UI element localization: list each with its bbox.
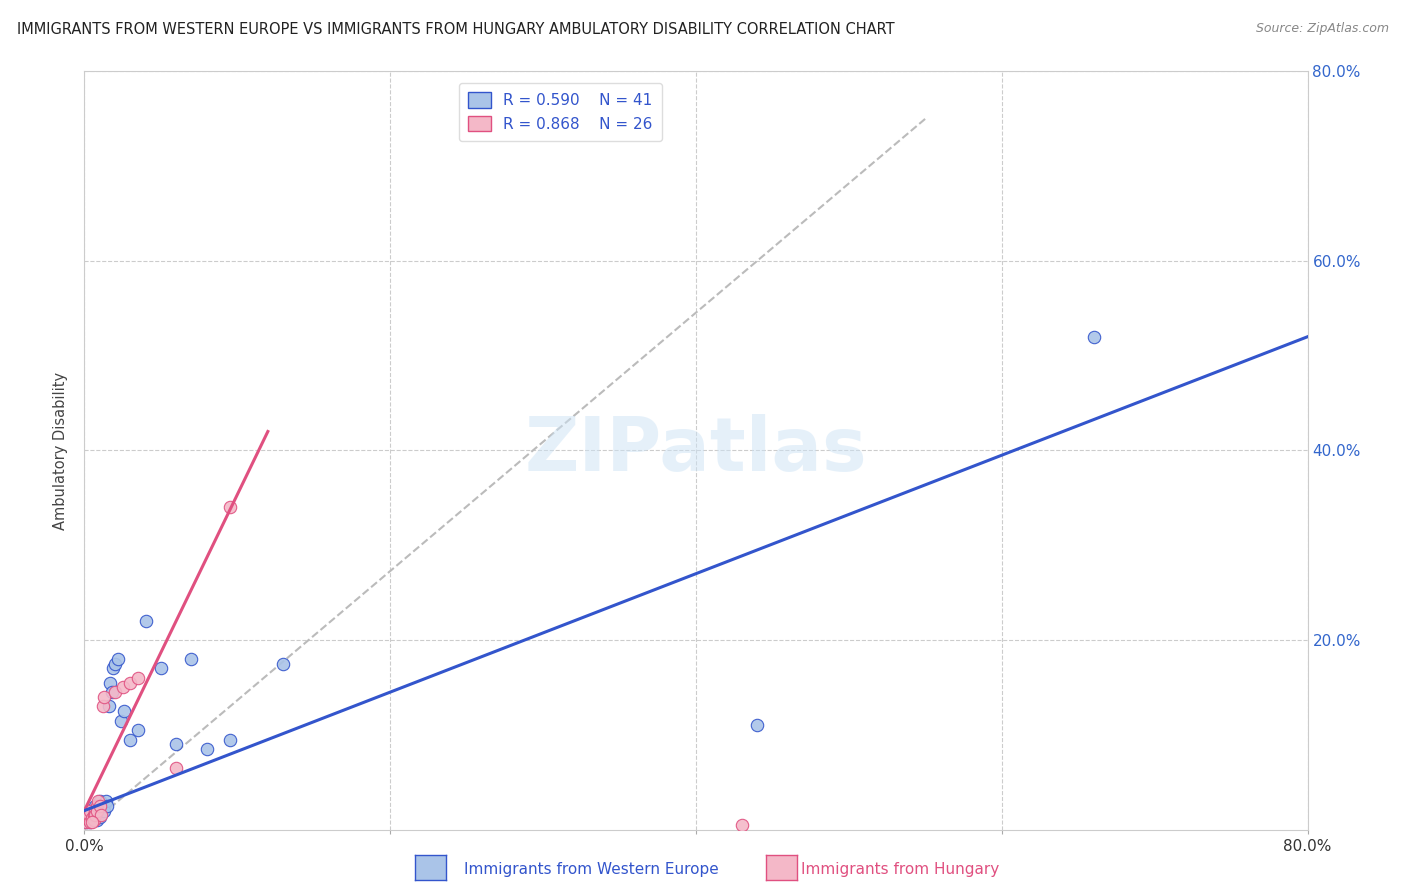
Point [75,815,97,830]
Point [89,794,111,808]
Text: ZIPatlas: ZIPatlas [524,414,868,487]
Point [77,813,100,827]
Point [218,500,240,515]
Point [1083,330,1105,344]
Point [77,811,100,825]
Point [79,804,101,818]
Point [84,808,107,822]
Point [97,699,120,714]
Point [83,813,105,827]
Point [86,813,108,827]
Legend: R = 0.590    N = 41, R = 0.868    N = 26: R = 0.590 N = 41, R = 0.868 N = 26 [458,83,662,141]
Point [93,690,115,704]
Point [80,813,103,827]
Point [127,723,149,737]
Point [135,614,157,628]
Point [195,742,218,756]
Point [111,681,134,695]
Point [107,652,129,666]
Point [91,798,114,813]
Point [165,737,187,751]
Point [104,657,127,671]
Text: Immigrants from Western Europe: Immigrants from Western Europe [464,863,718,877]
Point [83,808,105,822]
Point [180,652,202,666]
Point [86,804,108,818]
Point [731,818,754,832]
Point [86,798,108,813]
Text: Immigrants from Hungary: Immigrants from Hungary [801,863,1000,877]
Text: IMMIGRANTS FROM WESTERN EUROPE VS IMMIGRANTS FROM HUNGARY AMBULATORY DISABILITY : IMMIGRANTS FROM WESTERN EUROPE VS IMMIGR… [17,22,894,37]
Point [83,811,105,825]
Point [84,808,107,822]
Point [101,685,124,699]
Point [89,798,111,813]
Point [87,798,110,813]
Point [87,808,110,822]
Point [77,808,100,822]
Point [218,732,240,747]
Point [84,798,107,813]
Y-axis label: Ambulatory Disability: Ambulatory Disability [53,371,69,530]
Point [76,811,98,825]
Point [271,657,294,671]
Point [80,808,103,822]
Point [79,815,101,830]
Point [120,732,142,747]
Point [90,808,112,822]
Point [86,804,108,818]
Point [110,714,132,728]
Point [83,804,105,818]
Point [79,808,101,822]
Point [96,798,118,813]
Point [104,685,127,699]
Point [103,661,125,675]
Point [127,671,149,685]
Point [165,761,187,775]
Point [91,699,114,714]
Point [84,804,107,818]
Point [747,718,769,732]
Point [94,794,117,808]
Point [120,675,142,690]
Point [149,661,172,675]
Point [112,704,135,718]
Point [90,804,112,818]
Point [80,815,103,830]
Point [93,804,115,818]
Text: Source: ZipAtlas.com: Source: ZipAtlas.com [1256,22,1389,36]
Point [89,810,111,824]
Point [79,815,101,830]
Point [77,813,100,827]
Point [87,794,110,808]
Point [98,675,121,690]
Point [76,815,98,830]
Point [80,811,103,825]
